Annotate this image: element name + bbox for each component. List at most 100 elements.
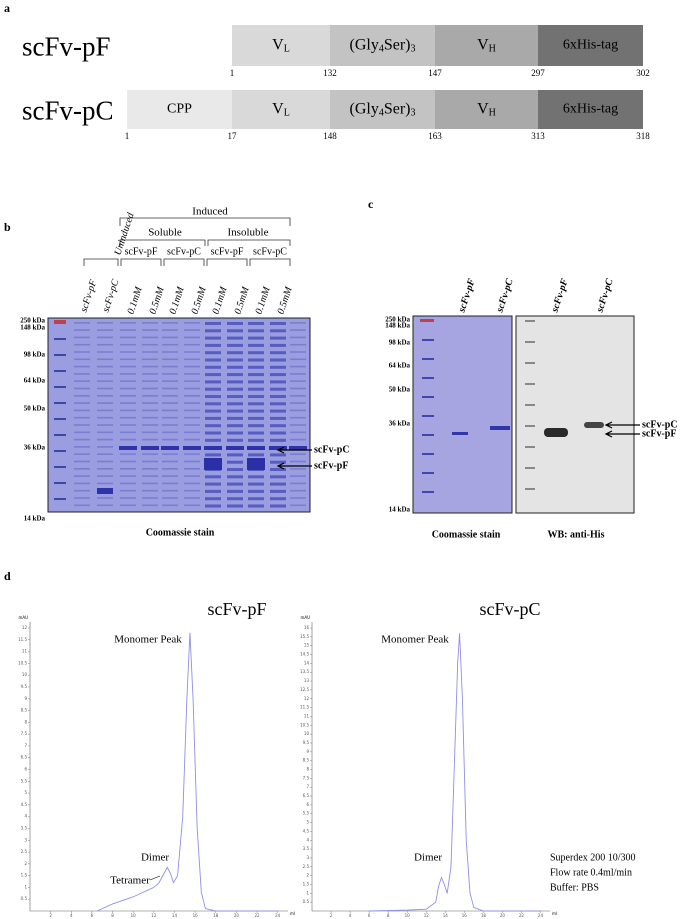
gel-band xyxy=(162,343,178,346)
gel-band xyxy=(142,416,158,419)
gel-band xyxy=(184,468,200,470)
y-tick-label: 3.5 xyxy=(21,825,28,830)
gel-band xyxy=(54,482,66,484)
gel-band xyxy=(142,497,158,499)
gel-band xyxy=(162,416,178,419)
gel-band xyxy=(270,504,286,508)
gel-band xyxy=(120,395,136,397)
construct-name: scFv-pC xyxy=(22,96,114,126)
gel-band xyxy=(162,322,178,324)
y-tick-label: 7 xyxy=(306,784,309,789)
gel-band xyxy=(270,336,286,340)
x-tick-label: 2 xyxy=(330,913,333,918)
concentration-label: 0.1mM xyxy=(168,285,187,316)
y-tick-label: 8 xyxy=(24,719,27,724)
domain xyxy=(330,25,435,66)
gel-band xyxy=(162,489,178,492)
y-tick-label: 2 xyxy=(24,861,27,866)
gel-band xyxy=(142,424,158,426)
gel-band xyxy=(162,336,178,339)
panel-label: c xyxy=(368,197,374,211)
marker-label: 98 kDa xyxy=(389,339,411,347)
arrow-label: scFv-pC xyxy=(642,419,678,430)
gel-band xyxy=(162,431,178,434)
gel-band xyxy=(184,431,200,434)
gel-band xyxy=(227,504,243,508)
gel-band xyxy=(290,329,306,331)
gel-band xyxy=(142,504,158,507)
gel-band xyxy=(248,504,264,508)
gel-band xyxy=(97,468,113,470)
gel-band xyxy=(162,402,178,404)
gel-band xyxy=(248,402,264,406)
concentration-label: 0.5mM xyxy=(233,285,252,316)
gel-band xyxy=(270,395,286,398)
gel-band xyxy=(248,409,264,413)
gel-band xyxy=(74,322,90,324)
condition: Flow rate 0.4ml/min xyxy=(550,867,632,878)
domain-label-part: Ser) xyxy=(384,36,411,53)
x-tick-label: 24 xyxy=(538,913,544,918)
gel-band xyxy=(227,336,243,340)
gel-band xyxy=(544,428,568,437)
gel-band xyxy=(74,424,90,426)
gel-band xyxy=(142,453,158,455)
residue-number: 17 xyxy=(228,131,238,141)
gel-band xyxy=(97,475,113,477)
gel-band xyxy=(142,373,158,375)
y-tick-label: 7 xyxy=(24,743,27,748)
gel-band xyxy=(227,373,243,377)
domain-label-part: 6xHis-tag xyxy=(563,38,618,53)
y-tick-label: 13.5 xyxy=(300,669,309,674)
gel-band xyxy=(120,475,136,477)
gel-band xyxy=(142,387,158,390)
y-tick-label: 4 xyxy=(306,837,309,842)
y-tick-label: 12 xyxy=(22,625,28,630)
panel-label: a xyxy=(4,1,10,15)
gel-band xyxy=(97,373,113,375)
gel-band xyxy=(248,497,264,501)
gel-band xyxy=(184,409,200,412)
gel-band xyxy=(184,497,200,499)
gel-band xyxy=(270,497,286,501)
gel-band xyxy=(422,472,434,474)
gel-band xyxy=(290,504,306,507)
arrow xyxy=(276,462,312,470)
gel-band xyxy=(97,446,113,448)
gel-band xyxy=(120,351,136,353)
gel-band xyxy=(227,365,243,369)
x-tick-label: 22 xyxy=(519,913,525,918)
brackets xyxy=(83,217,291,266)
gel-band xyxy=(142,380,158,382)
gel-band xyxy=(162,482,178,485)
caption: WB: anti-His xyxy=(548,529,605,540)
gel-band xyxy=(422,453,434,455)
gel-band xyxy=(227,468,243,471)
gel-band xyxy=(290,460,306,463)
gel-band xyxy=(54,354,66,356)
gel-band xyxy=(290,358,306,361)
gel-band xyxy=(248,351,264,355)
residue-number: 148 xyxy=(323,131,337,141)
gel-band xyxy=(162,365,178,368)
gel-band xyxy=(205,453,221,457)
gel-band xyxy=(420,319,434,322)
domain xyxy=(232,90,330,129)
gel-band xyxy=(74,380,90,382)
gel-band xyxy=(184,373,200,375)
x-tick-label: 14 xyxy=(172,913,178,918)
gel-band xyxy=(74,409,90,412)
y-tick-label: 5 xyxy=(306,820,309,825)
gel-band xyxy=(227,380,243,384)
gel-band xyxy=(120,424,136,426)
gel-band xyxy=(120,322,136,324)
gel-band xyxy=(248,380,264,384)
gel-band xyxy=(248,373,264,377)
gel-band xyxy=(142,468,158,470)
gel-band xyxy=(490,426,510,430)
gel-band xyxy=(54,386,66,388)
gel-band xyxy=(97,438,113,441)
residue-number: 1 xyxy=(125,131,130,141)
gel-band xyxy=(184,504,200,507)
gel-band xyxy=(97,482,113,485)
